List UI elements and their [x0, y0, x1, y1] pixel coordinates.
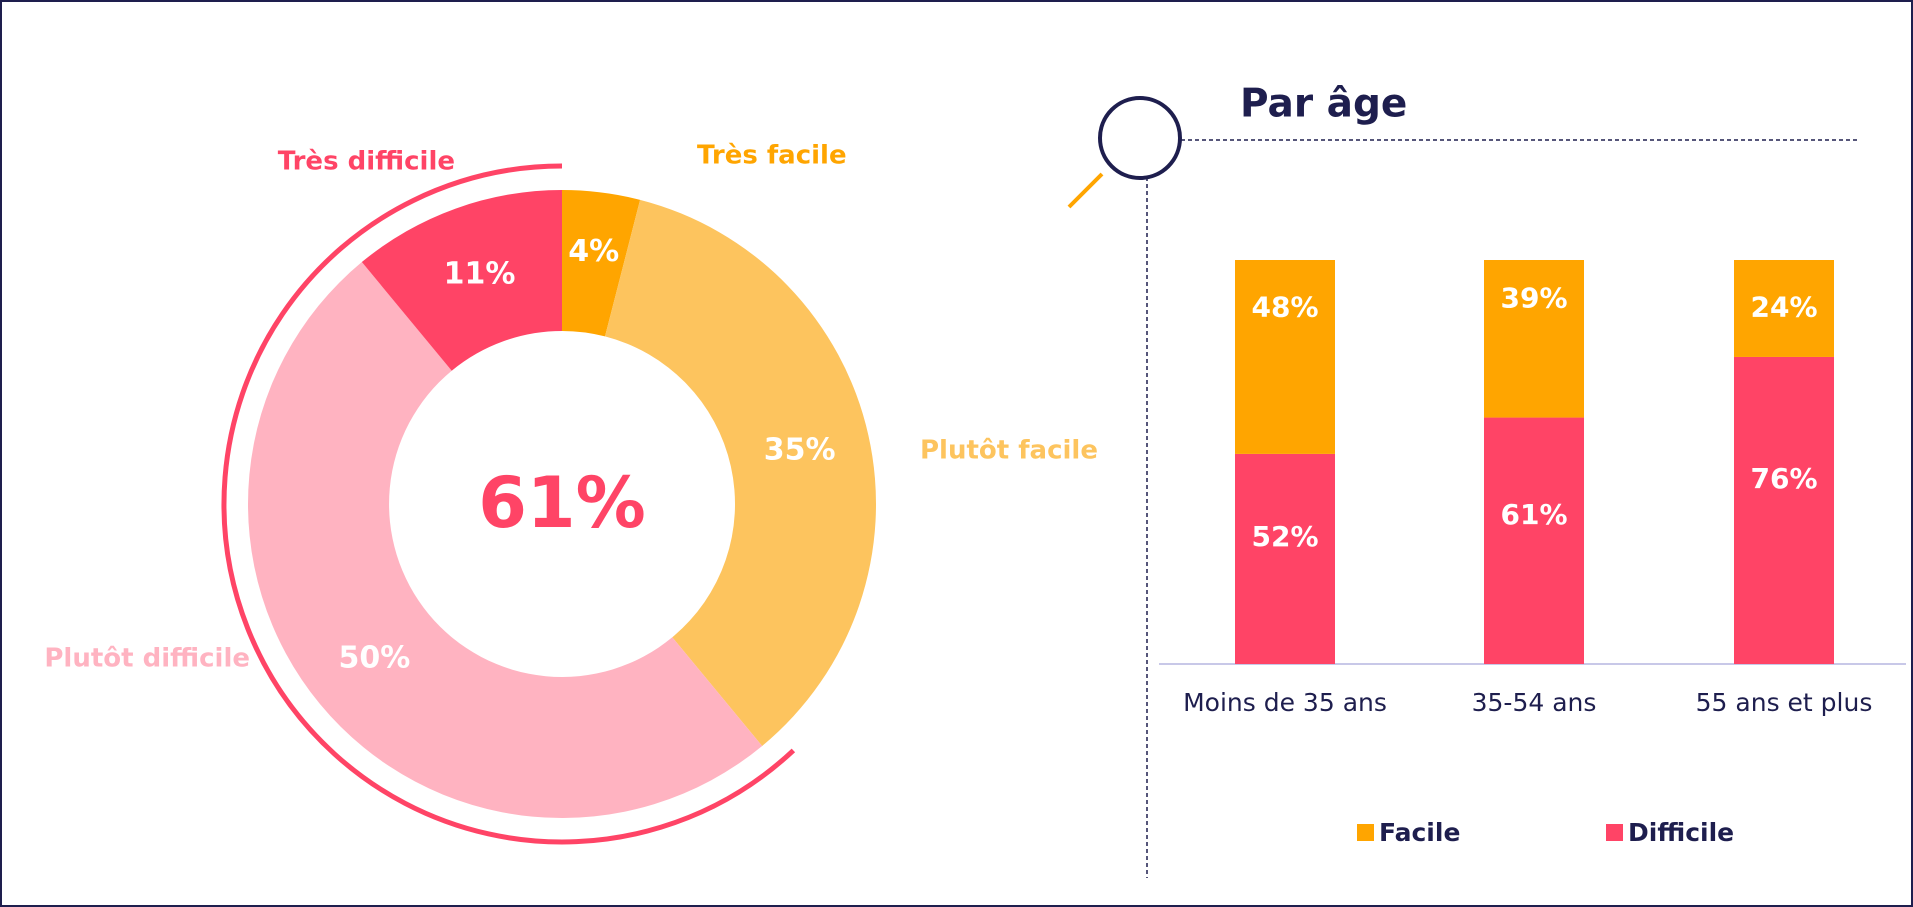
legend-swatch [1606, 824, 1623, 841]
slice-category-label: Plutôt facile [920, 436, 1098, 466]
slice-value-label: 35% [764, 432, 836, 467]
bar-title: Par âge [1240, 82, 1407, 127]
slice-value-label: 50% [338, 641, 410, 676]
slice-value-label: 4% [568, 234, 619, 269]
bar-segment [1484, 260, 1584, 418]
bar-segment [1734, 260, 1834, 357]
legend-label: Difficile [1628, 818, 1734, 847]
legend-swatch [1357, 824, 1374, 841]
difficult-arc [221, 163, 796, 845]
donut-slice [605, 199, 876, 746]
bar-value-label: 52% [1251, 520, 1318, 553]
magnifier-handle [1067, 172, 1104, 209]
slice-category-label: Plutôt difficile [44, 644, 250, 674]
magnifier-lens [1098, 96, 1182, 180]
bar-value-label: 61% [1500, 498, 1567, 531]
center-label: 61% [478, 462, 646, 544]
bar-segment [1484, 417, 1584, 664]
donut-slice [248, 262, 763, 818]
bar-value-label: 24% [1750, 290, 1817, 323]
slice-value-label: 11% [444, 256, 516, 291]
bar-value-label: 76% [1750, 462, 1817, 495]
donut-slice [562, 190, 641, 337]
x-tick-label: 55 ans et plus [1696, 688, 1873, 717]
x-tick-label: Moins de 35 ans [1183, 688, 1387, 717]
legend-label: Facile [1379, 818, 1460, 847]
bar-segment [1235, 453, 1335, 664]
bar-value-label: 39% [1500, 281, 1567, 314]
x-tick-label: 35-54 ans [1472, 688, 1597, 717]
bar-segment [1235, 260, 1335, 454]
slice-category-label: Très difficile [278, 147, 455, 177]
bar-segment [1734, 356, 1834, 664]
bar-value-label: 48% [1251, 290, 1318, 323]
donut-slice [361, 190, 562, 371]
slice-category-label: Très facile [697, 141, 847, 171]
